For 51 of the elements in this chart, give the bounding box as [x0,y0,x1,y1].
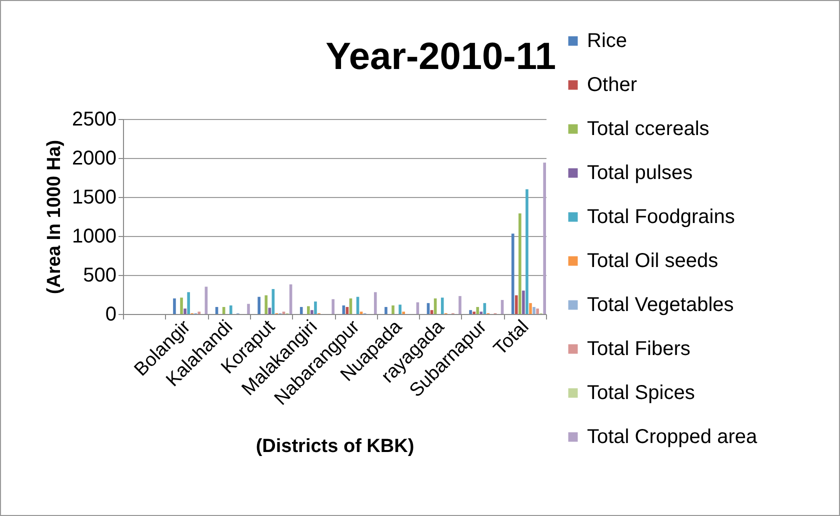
legend-label: Total Cropped area [587,426,758,448]
bar [511,234,514,314]
bar [392,305,394,314]
bar [187,292,190,314]
bar [430,310,434,314]
bar [458,296,462,314]
legend-label: Total ccereals [587,118,710,140]
y-tick-label: 1500 [72,186,116,208]
chart-title: Year-2010-11 [326,36,556,78]
legend-label: Total Spices [587,382,695,404]
bar [310,310,314,314]
legend-label: Total Vegetables [587,294,734,316]
bar [307,306,310,314]
bar [440,298,444,314]
y-tick-label: 500 [83,264,116,286]
bar [469,310,472,314]
legend-label: Total pulses [587,162,693,184]
legend-label: Total Oil seeds [587,250,718,272]
y-tick-label: 1000 [72,226,116,248]
bar [514,295,518,314]
bar [518,213,522,314]
bar [184,308,186,314]
bar [532,306,536,314]
bar [268,308,272,314]
bar [536,308,539,314]
bar [476,306,480,314]
bar [374,292,377,314]
legend-label: Rice [587,30,628,52]
bar [173,298,176,314]
bar [247,304,250,314]
bar [264,295,268,314]
bar [384,306,388,314]
bar [229,305,232,314]
bar [300,306,303,314]
y-axis-title: (Area In 1000 Ha) [44,140,66,294]
bar [398,304,402,314]
legend-label: Other [587,74,638,96]
bar [543,162,546,314]
y-tick-label: 0 [105,304,116,326]
bar [180,298,183,314]
bar [314,302,317,314]
bar [529,303,532,314]
bar [522,290,525,314]
bar [332,299,334,314]
y-tick-label: 2500 [72,108,116,130]
legend-label: Total Fibers [587,338,690,360]
y-tick-label: 2000 [72,148,116,170]
bar [526,189,528,314]
x-axis-title: (Districts of KBK) [256,436,414,457]
legend-label: Total Foodgrains [587,206,735,228]
bar [258,296,260,314]
